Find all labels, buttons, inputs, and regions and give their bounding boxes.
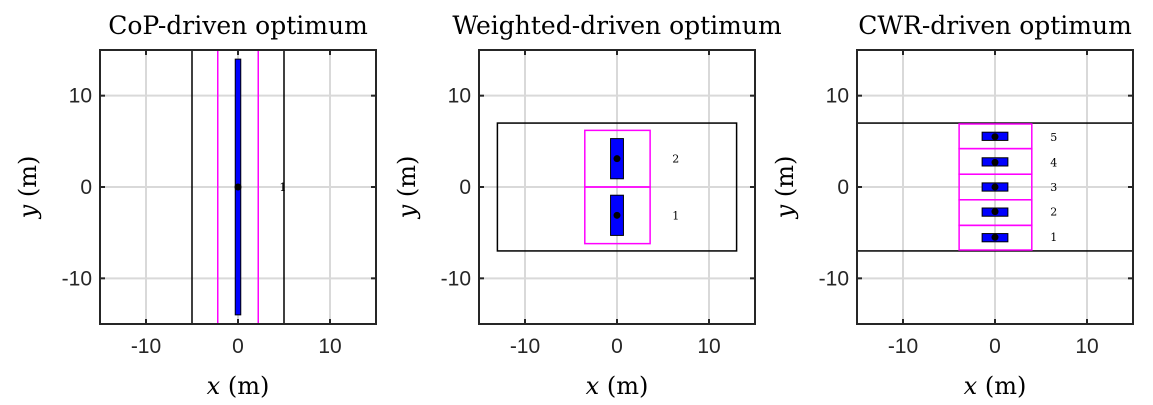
y-axis-label: y (m) xyxy=(14,156,42,220)
y-axis-unit: (m) xyxy=(393,156,421,197)
outer-boundary xyxy=(496,122,738,252)
chart-title: CoP-driven optimum xyxy=(108,11,368,40)
row-label: 1 xyxy=(672,209,679,222)
x-axis-space xyxy=(220,372,228,400)
y-axis-space xyxy=(14,197,42,205)
x-axis-space xyxy=(599,372,607,400)
x-axis-space xyxy=(977,372,985,400)
x-tick-label: -10 xyxy=(131,335,161,358)
x-axis-unit: (m) xyxy=(985,372,1026,400)
x-axis-var: x xyxy=(207,372,221,400)
center-point xyxy=(991,233,999,241)
y-axis-var: y xyxy=(14,204,42,219)
cell-rect xyxy=(584,129,651,188)
plot-area: 1 2 3 4 5 xyxy=(857,122,1133,252)
x-tick-label: 0 xyxy=(611,335,623,358)
y-tick-label: 0 xyxy=(837,176,849,199)
x-tick-label: -10 xyxy=(510,335,540,358)
x-axis-label: x (m) xyxy=(586,372,649,400)
y-axis-space xyxy=(771,197,799,205)
row-label: 1 xyxy=(279,181,286,194)
y-tick-label: -10 xyxy=(819,267,849,290)
chart-title: CWR-driven optimum xyxy=(858,11,1132,40)
center-point xyxy=(991,208,999,216)
outer-boundary xyxy=(857,122,1133,252)
x-axis-label: x (m) xyxy=(964,372,1027,400)
x-axis-label: x (m) xyxy=(207,372,270,400)
y-axis-label: y (m) xyxy=(771,156,799,220)
y-axis-space xyxy=(393,197,421,205)
x-axis-unit: (m) xyxy=(228,372,269,400)
row-label: 2 xyxy=(1050,206,1057,219)
center-point xyxy=(991,158,999,166)
chart-panel-3: 1 2 3 4 5 -10 0 10 -10 0 10 CWR-driven optimum x (m)… xyxy=(771,11,1134,400)
plot-area: 12 xyxy=(496,122,738,252)
x-tick-label: 10 xyxy=(318,335,341,358)
y-axis-unit: (m) xyxy=(14,156,42,197)
center-point xyxy=(613,211,621,219)
row-label: 2 xyxy=(672,153,679,166)
y-tick-label: -10 xyxy=(62,267,92,290)
y-tick-label: 10 xyxy=(826,85,849,108)
y-tick-label: 0 xyxy=(80,176,92,199)
center-point xyxy=(991,183,999,191)
x-axis-var: x xyxy=(586,372,600,400)
center-point xyxy=(234,183,242,191)
x-axis-unit: (m) xyxy=(607,372,648,400)
x-tick-label: 10 xyxy=(1075,335,1098,358)
row-label: 3 xyxy=(1050,181,1057,194)
row-label: 4 xyxy=(1050,156,1057,169)
row-label: 5 xyxy=(1050,131,1057,144)
x-tick-label: 0 xyxy=(989,335,1001,358)
y-tick-label: 0 xyxy=(459,176,471,199)
x-tick-label: 10 xyxy=(697,335,720,358)
chart-title: Weighted-driven optimum xyxy=(452,11,782,40)
y-tick-label: 10 xyxy=(448,85,471,108)
y-tick-label: 10 xyxy=(69,85,92,108)
cell-rect xyxy=(217,50,259,324)
center-point xyxy=(991,133,999,141)
y-tick-label: -10 xyxy=(441,267,471,290)
y-axis-var: y xyxy=(393,204,421,219)
outer-boundary xyxy=(191,50,285,324)
y-axis-label: y (m) xyxy=(393,156,421,220)
plot-area: 1 xyxy=(191,50,286,324)
center-point xyxy=(613,155,621,163)
y-axis-unit: (m) xyxy=(771,156,799,197)
cell-rect xyxy=(958,123,1033,150)
x-axis-var: x xyxy=(964,372,978,400)
y-axis-var: y xyxy=(771,204,799,219)
row-label: 1 xyxy=(1050,231,1057,244)
x-tick-label: -10 xyxy=(888,335,918,358)
x-tick-label: 0 xyxy=(232,335,244,358)
